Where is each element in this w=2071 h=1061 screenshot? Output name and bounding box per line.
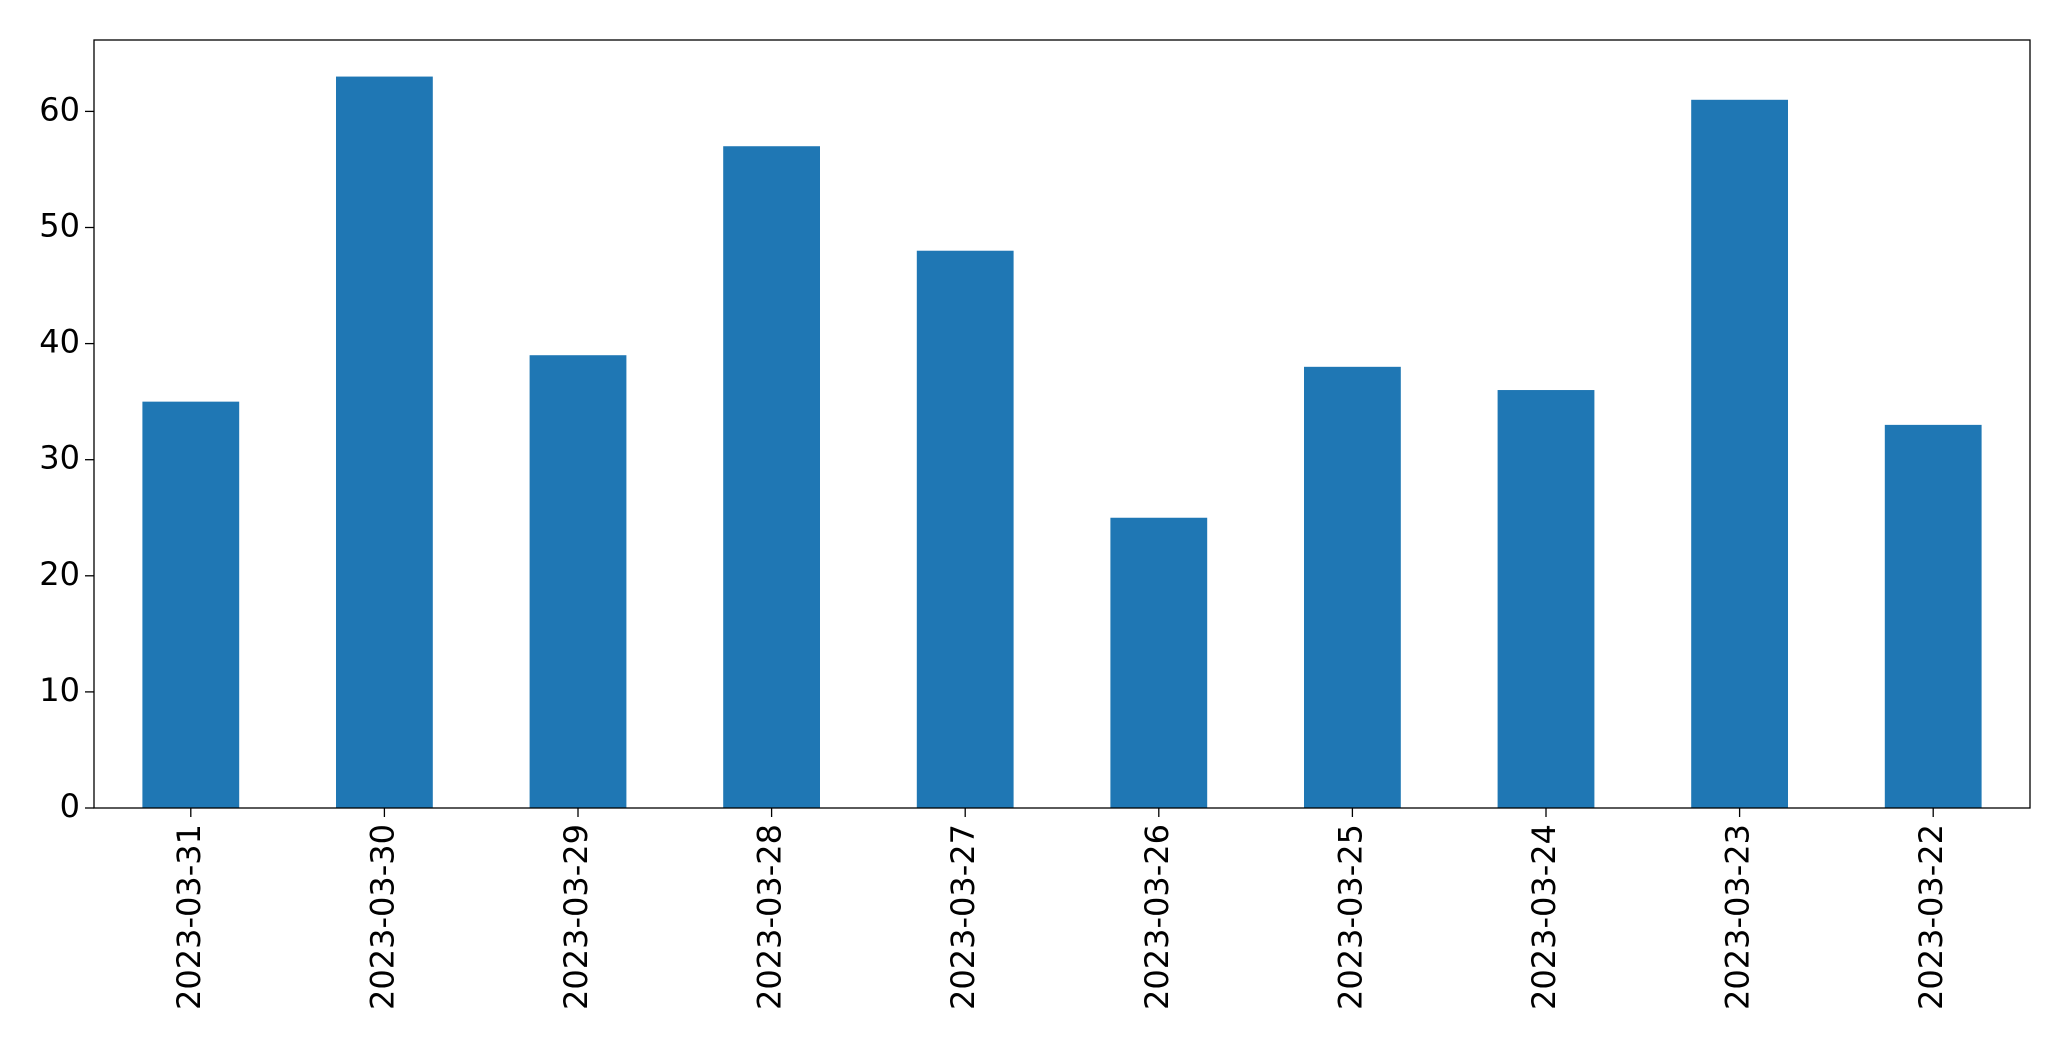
x-tick-label: 2023-03-29 — [557, 824, 595, 1010]
x-tick-label: 2023-03-23 — [1719, 824, 1757, 1010]
x-tick-label: 2023-03-31 — [170, 824, 208, 1010]
y-tick-label: 10 — [39, 671, 80, 709]
y-tick-label: 30 — [39, 439, 80, 477]
bar — [1110, 517, 1208, 808]
y-tick-label: 0 — [60, 787, 80, 825]
bar — [1304, 366, 1401, 808]
x-tick-label: 2023-03-30 — [363, 824, 401, 1010]
bar — [529, 355, 627, 808]
bar — [1691, 99, 1788, 808]
x-tick-label: 2023-03-22 — [1912, 824, 1950, 1010]
plot-frame — [93, 39, 2031, 809]
y-tick-label: 20 — [39, 555, 80, 593]
bar — [1497, 390, 1595, 808]
bar — [336, 76, 433, 809]
bar — [916, 250, 1014, 809]
x-tick-label: 2023-03-24 — [1525, 824, 1563, 1010]
x-tick-label: 2023-03-28 — [751, 824, 789, 1010]
x-tick-label: 2023-03-26 — [1138, 824, 1176, 1010]
bar — [1884, 424, 1982, 808]
x-tick-label: 2023-03-27 — [944, 824, 982, 1010]
bar — [142, 401, 240, 808]
y-tick-label: 40 — [39, 323, 80, 361]
x-tick-label: 2023-03-25 — [1331, 824, 1369, 1010]
y-tick-label: 50 — [39, 207, 80, 245]
bar — [723, 146, 820, 808]
y-tick-label: 60 — [39, 90, 80, 128]
